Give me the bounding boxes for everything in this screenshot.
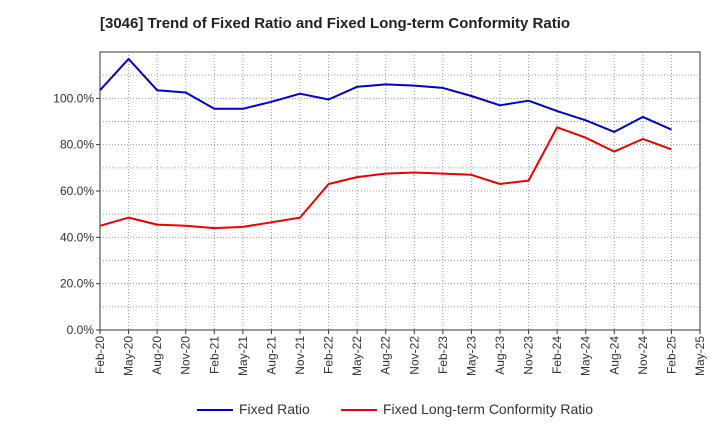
x-tick-label: Nov-20 (179, 336, 193, 375)
series-line-fixed-ratio (99, 57, 672, 133)
x-tick-label: Feb-23 (436, 336, 450, 374)
x-tick-label: May-20 (122, 336, 136, 376)
x-tick-label: Aug-22 (379, 336, 393, 375)
x-tick-label: Nov-21 (293, 336, 307, 375)
chart-title: [3046] Trend of Fixed Ratio and Fixed Lo… (100, 15, 571, 32)
x-tick-label: Nov-23 (522, 336, 536, 375)
y-tick-label: 0.0% (67, 323, 95, 337)
x-tick-label: Nov-22 (407, 336, 421, 375)
y-tick-label: 60.0% (60, 184, 94, 198)
legend-label-fixed-ratio: Fixed Ratio (239, 401, 310, 417)
x-tick-label: May-25 (693, 336, 707, 376)
x-tick-label: Aug-21 (264, 336, 278, 375)
x-tick-label: Feb-24 (550, 336, 564, 374)
x-tick-label: May-23 (464, 336, 478, 376)
x-tick-label: Feb-20 (93, 336, 107, 374)
legend-label-fixed-long-term-conformity-ratio: Fixed Long-term Conformity Ratio (383, 401, 593, 417)
x-tick-label: Aug-23 (493, 336, 507, 375)
y-tick-label: 100.0% (53, 91, 94, 105)
x-tick-label: Aug-24 (607, 336, 621, 375)
y-tick-label: 40.0% (60, 230, 94, 244)
x-tick-label: Feb-22 (322, 336, 336, 374)
y-tick-label: 80.0% (60, 138, 94, 152)
series-line-fixed-long-term-conformity-ratio (99, 126, 672, 230)
x-tick-label: Aug-20 (150, 336, 164, 375)
x-tick-label: May-22 (350, 336, 364, 376)
x-tick-label: Feb-25 (664, 336, 678, 374)
x-tick-label: Feb-21 (207, 336, 221, 374)
x-tick-label: Nov-24 (636, 336, 650, 375)
x-tick-label: May-21 (236, 336, 250, 376)
y-tick-label: 20.0% (60, 277, 94, 291)
x-tick-label: May-24 (579, 336, 593, 376)
